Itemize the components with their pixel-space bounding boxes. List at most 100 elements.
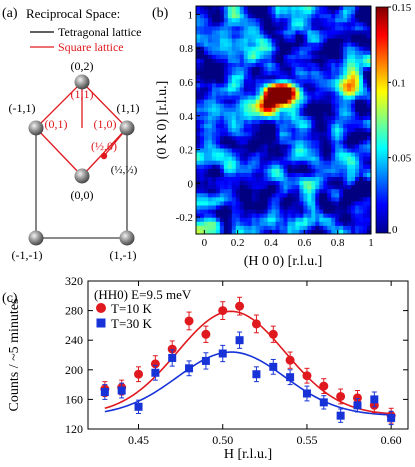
- label-0-0: (0,0): [71, 188, 94, 202]
- map-y-tick: -0.2: [176, 212, 193, 224]
- data-point-30k: [302, 389, 311, 398]
- colorbar-tick: 0: [392, 224, 398, 236]
- label-1-0-square: (1,0): [94, 117, 117, 131]
- label-1-m1: (1,-1): [110, 248, 137, 262]
- label-half-0-square: (½,0): [91, 139, 117, 153]
- legend-tetragonal-label: Tetragonal lattice: [58, 25, 141, 39]
- map-axes: 0 0.2 0.4 0.6 0.8 1 -0.2 0 0.2 0.4 0.6 0.8 1: [176, 9, 374, 249]
- legend-label-10k: T=10 K: [111, 301, 153, 316]
- colorbar-ticks: 0 0.05 0.1 0.15: [388, 2, 412, 236]
- map-y-tick: 1: [188, 9, 194, 21]
- data-point-30k: [252, 370, 261, 379]
- plot-y-tick: 240: [65, 333, 83, 347]
- plot-y-tick: 120: [65, 422, 83, 436]
- label-half-half: (½,½): [111, 164, 138, 176]
- lattice-point-0-2: [74, 74, 90, 90]
- reciprocal-space-title: Reciprocal Space:: [26, 6, 120, 21]
- plot-y-tick: 320: [65, 274, 83, 288]
- data-point-30k: [387, 413, 396, 422]
- plot-y-tick: 200: [65, 363, 83, 377]
- plot-y-tick: 280: [65, 304, 83, 318]
- panel-b-label: (b): [152, 6, 169, 21]
- data-point-30k: [168, 353, 177, 362]
- data-point-30k: [201, 356, 210, 365]
- panel-c-label: (c): [2, 291, 18, 306]
- data-point-10k: [268, 329, 278, 339]
- tetragonal-cell-outline: [35, 128, 128, 239]
- map-y-axis-label: (0 K 0) [r.l.u.]: [155, 81, 170, 160]
- data-point-30k: [117, 386, 126, 395]
- data-point-30k: [319, 398, 328, 407]
- plot-y-tick: 160: [65, 392, 83, 406]
- data-point-10k: [235, 301, 245, 311]
- map-frame: [195, 5, 372, 235]
- data-points: [100, 296, 396, 426]
- map-y-tick: 0.4: [179, 111, 193, 123]
- fit-curves: [104, 310, 392, 416]
- map-x-tick: 0.2: [231, 237, 245, 249]
- panel-c: (c) 0.45 0.50 0.55 0.60 120 160 200 240 280 320 (…: [2, 274, 409, 462]
- plot-x-axis-label: H [r.l.u.]: [224, 447, 272, 462]
- lattice-point-1-m1: [119, 230, 135, 246]
- panel-a-label: (a): [2, 6, 18, 21]
- legend-label-30k: T=30 K: [111, 316, 153, 331]
- plot-y-axis-label: Counts / ~5 minutes: [7, 299, 22, 412]
- legend-square-label: Square lattice: [58, 40, 124, 54]
- map-y-tick: 0.6: [179, 77, 193, 89]
- data-point-10k: [302, 371, 312, 381]
- lattice-point-0-0: [74, 168, 90, 184]
- fit-curve-series-0: [104, 310, 392, 415]
- data-point-10k: [134, 369, 144, 379]
- data-point-30k: [336, 411, 345, 420]
- data-point-10k: [218, 306, 228, 316]
- colorbar-tick: 0.05: [392, 153, 412, 165]
- colorbar-tick: 0.15: [392, 2, 412, 14]
- data-point-30k: [218, 349, 227, 358]
- data-point-30k: [151, 368, 160, 377]
- map-x-tick: 0: [202, 237, 208, 249]
- data-point-30k: [269, 362, 278, 371]
- data-point-10k: [319, 381, 329, 391]
- data-point-30k: [235, 336, 244, 345]
- colorbar-tick: 0.1: [392, 77, 406, 89]
- fit-curve-series-1: [104, 351, 392, 416]
- map-x-tick: 0.8: [331, 237, 345, 249]
- map-x-tick: 1: [368, 237, 374, 249]
- map-y-tick: 0.2: [179, 145, 193, 157]
- label-m1-1: (-1,1): [9, 101, 36, 115]
- data-point-30k: [353, 401, 362, 410]
- plot-axes: 0.45 0.50 0.55 0.60 120 160 200 240 280 320: [65, 274, 408, 447]
- panel-a: (a) Reciprocal Space: Tetragonal lattice…: [2, 6, 141, 262]
- panel-b: (b) 0 0.2 0.4 0.6 0.8 1 -0.2 0 0.2 0.4 0.6 0.8 1 (H …: [152, 2, 412, 269]
- intensity-map: [196, 6, 371, 234]
- legend-marker-10k: [96, 303, 106, 313]
- plot-frame: [87, 280, 409, 430]
- data-point-10k: [285, 355, 295, 365]
- label-0-1-square: (0,1): [45, 117, 68, 131]
- colorbar: [375, 6, 389, 234]
- data-point-30k: [134, 402, 143, 411]
- data-point-30k: [286, 373, 295, 382]
- data-point-10k: [184, 316, 194, 326]
- map-y-tick: 0: [188, 178, 194, 190]
- half-half-point: [100, 152, 108, 160]
- data-point-10k: [352, 393, 362, 403]
- data-point-10k: [201, 329, 211, 339]
- plot-x-tick: 0.55: [296, 433, 317, 447]
- label-0-2: (0,2): [71, 59, 94, 73]
- lattice-point-m1-1: [28, 120, 44, 136]
- label-1-1-tetragonal: (1,1): [117, 101, 140, 115]
- map-x-tick: 0.6: [297, 237, 311, 249]
- label-1-1-square: (1,1): [71, 87, 94, 101]
- label-m1-m1: (-1,-1): [12, 248, 43, 262]
- map-x-tick: 0.4: [264, 237, 278, 249]
- legend-marker-30k: [96, 318, 106, 328]
- lattice-point-1-1: [119, 120, 135, 136]
- map-x-axis-label: (H 0 0) [r.l.u.]: [244, 254, 323, 269]
- data-point-10k: [167, 344, 177, 354]
- plot-x-tick: 0.60: [381, 433, 402, 447]
- plot-x-tick: 0.45: [128, 433, 149, 447]
- data-point-10k: [251, 319, 261, 329]
- data-point-30k: [185, 364, 194, 373]
- map-y-tick: 0.8: [179, 43, 193, 55]
